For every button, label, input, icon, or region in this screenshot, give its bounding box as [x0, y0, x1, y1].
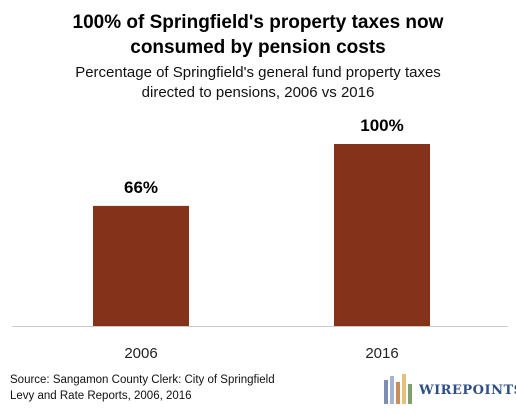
title-line-2: consumed by pension costs [130, 37, 386, 58]
bar-2006 [93, 205, 189, 326]
x-tick-label-2006: 2006 [124, 345, 157, 362]
source-line-1: Source: Sangamon County Clerk: City of S… [10, 374, 275, 386]
wirepoints-logo-icon [384, 374, 412, 404]
chart-title: 100% of Springfield's property taxes now… [0, 10, 516, 60]
chart-subtitle: Percentage of Springfield's general fund… [0, 63, 516, 103]
subtitle-line-1: Percentage of Springfield's general fund… [75, 64, 441, 81]
wirepoints-logo: WIREPOINTS [380, 372, 516, 408]
bar-chart: 66% 2006 100% 2016 [12, 116, 508, 362]
source-note: Source: Sangamon County Clerk: City of S… [10, 372, 340, 404]
data-label-2006: 66% [124, 178, 158, 197]
logo-wordmark: WIREPOINTS [419, 383, 516, 398]
x-tick-label-2016: 2016 [365, 345, 398, 362]
source-line-2: Levy and Rate Reports, 2006, 2016 [10, 390, 192, 402]
title-line-1: 100% of Springfield's property taxes now [72, 12, 444, 33]
data-label-2016: 100% [360, 116, 403, 135]
subtitle-line-2: directed to pensions, 2006 vs 2016 [141, 84, 375, 101]
bar-2016 [334, 144, 430, 326]
